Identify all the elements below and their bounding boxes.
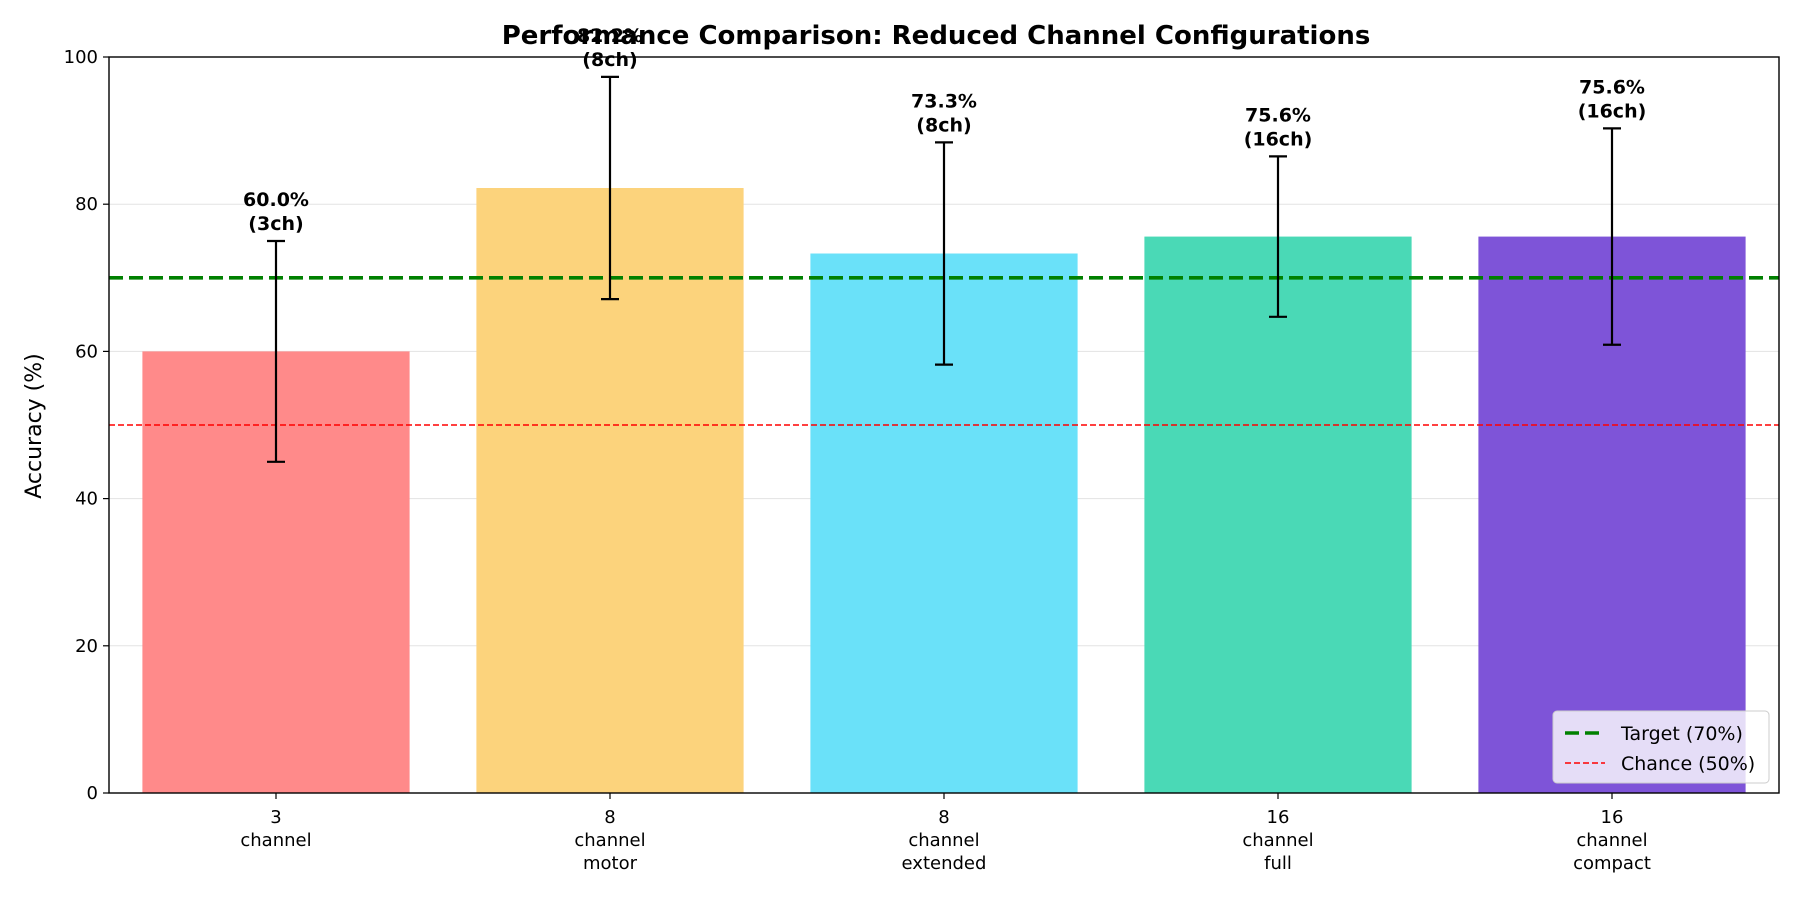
x-tick-label: channel	[574, 830, 645, 851]
x-tick-label: motor	[583, 853, 638, 874]
x-tick-label: 16	[1267, 807, 1290, 828]
plot-frame	[108, 56, 1780, 794]
chart-title: Performance Comparison: Reduced Channel …	[502, 21, 1371, 51]
y-tick-label: 20	[75, 636, 98, 657]
value-label: 73.3%	[911, 90, 977, 112]
y-tick-label: 40	[75, 489, 98, 510]
value-label: (8ch)	[582, 49, 637, 71]
x-tick-label: channel	[240, 830, 311, 851]
x-tick-label: 3	[270, 807, 281, 828]
value-label: (8ch)	[916, 114, 971, 136]
x-tick-label: full	[1264, 853, 1292, 874]
y-axis-label: Accuracy (%)	[22, 353, 47, 499]
value-label: 82.2%	[577, 25, 643, 47]
y-tick-label: 80	[75, 194, 98, 215]
x-tick-label: 8	[604, 807, 615, 828]
value-label: 75.6%	[1245, 104, 1311, 126]
x-tick-label: channel	[1242, 830, 1313, 851]
y-tick-label: 100	[64, 47, 98, 68]
legend: Target (70%) Chance (50%)	[1552, 710, 1770, 784]
legend-label: Target (70%)	[1620, 723, 1743, 745]
y-tick-label: 60	[75, 341, 98, 362]
error-bars	[267, 75, 1621, 463]
x-tick-label: channel	[1576, 830, 1647, 851]
value-labels: 60.0%(3ch)82.2%(8ch)73.3%(8ch) 75.6%(16ch…	[243, 25, 1646, 235]
legend-label: Chance (50%)	[1621, 753, 1755, 775]
x-tick-label: extended	[902, 853, 987, 874]
axes: 0204060801003channel8channelmotor8channe…	[64, 47, 1780, 874]
bar	[1144, 236, 1412, 794]
value-label: 60.0%	[243, 189, 309, 211]
x-tick-label: compact	[1573, 853, 1651, 874]
x-tick-label: 16	[1601, 807, 1624, 828]
value-label: 75.6%	[1579, 76, 1645, 98]
value-label: (3ch)	[248, 213, 303, 235]
value-label: (16ch)	[1578, 100, 1647, 122]
y-tick-label: 0	[87, 783, 98, 804]
reference-lines	[109, 275, 1779, 426]
legend-box	[1552, 710, 1770, 784]
value-label: (16ch)	[1244, 128, 1313, 150]
x-tick-label: channel	[908, 830, 979, 851]
x-tick-label: 8	[938, 807, 949, 828]
